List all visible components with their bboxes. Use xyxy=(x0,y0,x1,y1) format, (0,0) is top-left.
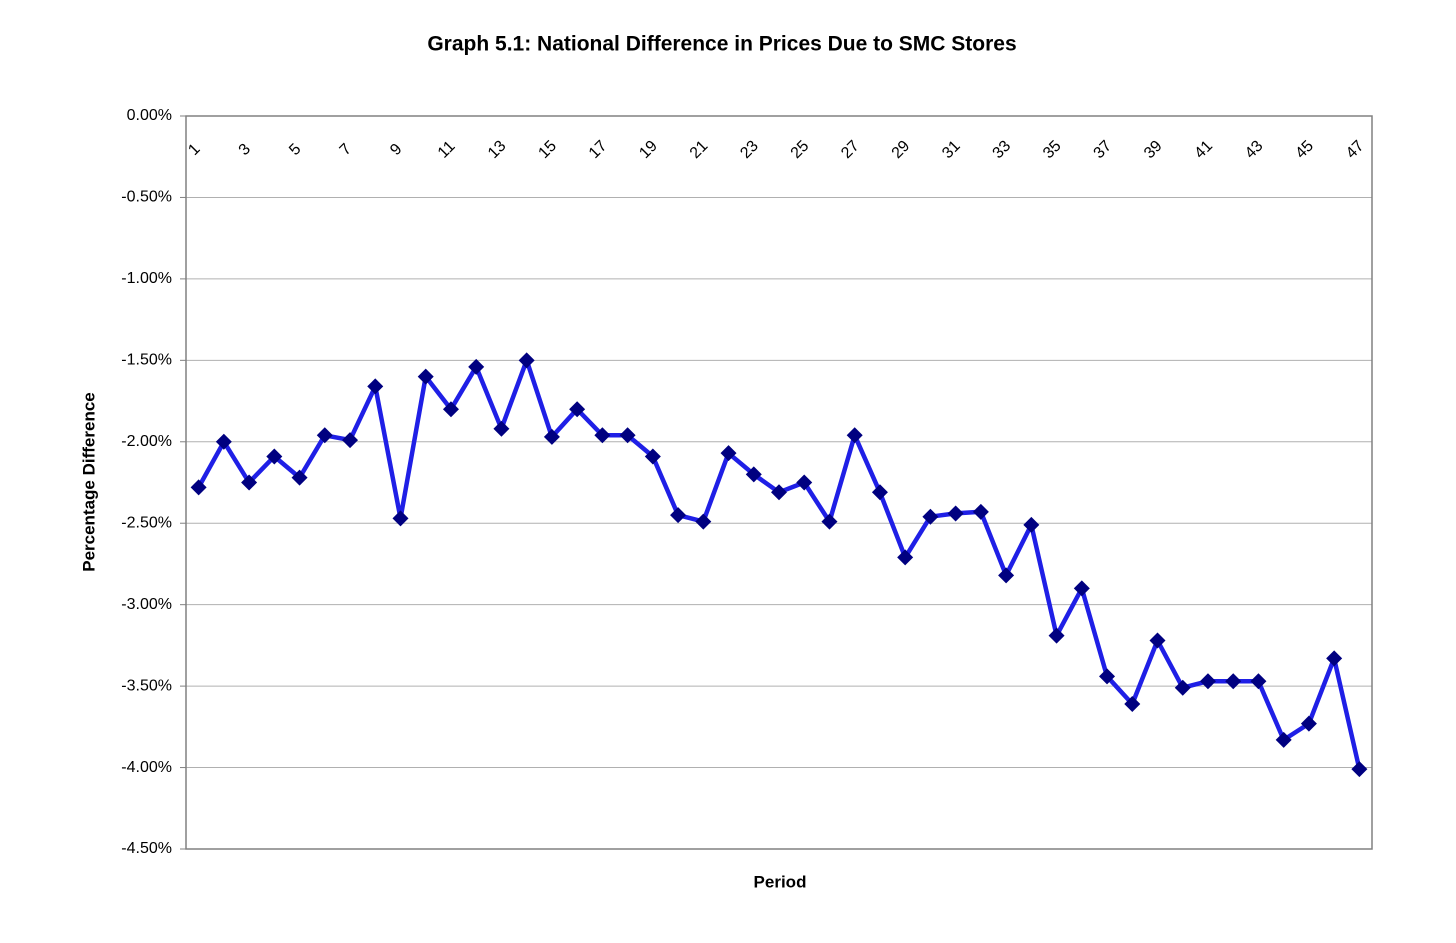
data-point xyxy=(594,427,611,444)
data-point xyxy=(998,567,1015,584)
x-tick-label: 11 xyxy=(435,138,459,162)
x-tick-label: 27 xyxy=(838,137,863,162)
data-point xyxy=(1250,673,1267,690)
data-point xyxy=(266,448,283,465)
data-point xyxy=(1225,673,1242,690)
data-point xyxy=(846,427,863,444)
data-point xyxy=(367,378,384,395)
x-tick-label: 37 xyxy=(1091,137,1116,162)
data-point xyxy=(1199,673,1216,690)
y-tick-label: -2.50% xyxy=(121,514,172,531)
plot-border xyxy=(185,115,1373,850)
data-point xyxy=(1174,679,1191,696)
data-point xyxy=(468,358,485,375)
data-point xyxy=(1124,696,1141,713)
data-point xyxy=(1099,668,1116,685)
x-tick-label: 35 xyxy=(1040,137,1065,162)
y-tick-label: -4.50% xyxy=(121,840,172,857)
y-tick-label: -3.50% xyxy=(121,677,172,694)
data-point xyxy=(1149,632,1166,649)
data-point xyxy=(190,479,207,496)
y-tick-label: -4.00% xyxy=(121,759,172,776)
data-point xyxy=(947,505,964,522)
data-point xyxy=(821,513,838,530)
x-tick-label: 31 xyxy=(939,137,964,162)
y-tick-label: -3.00% xyxy=(121,596,172,613)
x-tick-label: 39 xyxy=(1141,137,1166,162)
data-point xyxy=(342,432,359,449)
y-tick-label: -1.50% xyxy=(121,352,172,369)
x-axis-title: Period xyxy=(754,872,807,891)
series-line xyxy=(196,358,1362,770)
data-point xyxy=(569,401,586,418)
x-tick-label: 45 xyxy=(1292,137,1317,162)
x-tick-label: 47 xyxy=(1343,137,1368,162)
data-point xyxy=(543,428,560,445)
data-point xyxy=(518,352,535,369)
data-point xyxy=(745,466,762,483)
data-point xyxy=(1300,715,1317,732)
data-point xyxy=(417,368,434,385)
x-tick-label: 25 xyxy=(788,137,813,162)
data-point xyxy=(1326,650,1343,667)
x-tick-label: 19 xyxy=(636,137,661,162)
x-tick-label: 3 xyxy=(236,141,254,159)
x-tick-label: 41 xyxy=(1191,137,1216,162)
x-tick-label: 29 xyxy=(889,137,914,162)
x-tick-label: 5 xyxy=(286,141,304,159)
y-tick-label: -1.00% xyxy=(121,270,172,287)
data-point xyxy=(215,433,232,450)
data-point xyxy=(316,427,333,444)
data-point xyxy=(972,503,989,520)
data-point xyxy=(1073,580,1090,597)
data-point xyxy=(1048,627,1065,644)
x-tick-label: 15 xyxy=(535,137,560,162)
x-tick-label: 17 xyxy=(586,137,611,162)
data-point xyxy=(897,549,914,566)
x-tick-label: 21 xyxy=(687,137,712,162)
data-point xyxy=(695,513,712,530)
data-point xyxy=(442,401,459,418)
data-point xyxy=(644,448,661,465)
data-point xyxy=(1023,516,1040,533)
x-tick-label: 23 xyxy=(737,137,762,162)
data-point xyxy=(796,474,813,491)
y-axis-title: Percentage Difference xyxy=(79,392,98,572)
data-point xyxy=(670,507,687,524)
chart-title: Graph 5.1: National Difference in Prices… xyxy=(427,33,1016,56)
x-tick-label: 13 xyxy=(485,137,510,162)
data-point xyxy=(871,484,888,501)
x-tick-label: 43 xyxy=(1242,137,1267,162)
y-tick-label: -0.50% xyxy=(121,189,172,206)
data-point xyxy=(392,510,409,527)
data-point xyxy=(291,469,308,486)
x-tick-label: 33 xyxy=(990,137,1015,162)
x-tick-label: 9 xyxy=(387,141,405,159)
data-point xyxy=(922,508,939,525)
data-point xyxy=(493,420,510,437)
data-point xyxy=(720,445,737,462)
y-tick-label: -2.00% xyxy=(121,433,172,450)
data-point xyxy=(1275,731,1292,748)
data-point xyxy=(241,474,258,491)
data-point xyxy=(1351,761,1368,778)
x-tick-label: 1 xyxy=(185,141,203,159)
y-tick-label: 0.00% xyxy=(127,107,172,124)
data-point xyxy=(619,427,636,444)
x-tick-label: 7 xyxy=(337,141,355,159)
data-point xyxy=(771,484,787,501)
